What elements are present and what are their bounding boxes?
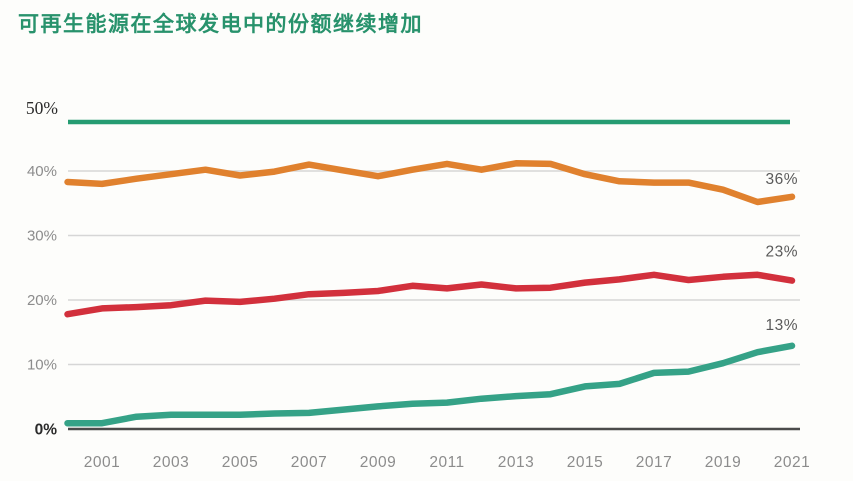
x-tick-2017: 2017 [636, 454, 672, 471]
x-tick-2021: 2021 [774, 454, 810, 471]
x-tick-2005: 2005 [222, 454, 258, 471]
x-tick-2019: 2019 [705, 454, 741, 471]
x-tick-2003: 2003 [153, 454, 189, 471]
x-tick-2011: 2011 [429, 454, 464, 471]
y-tick-20pct: 20% [27, 292, 57, 309]
y-tick-40pct: 40% [27, 163, 57, 180]
chart-title: 可再生能源在全球发电中的份额继续增加 [18, 13, 423, 36]
teal-line-end-label: 13% [765, 317, 798, 334]
teal-line [64, 342, 796, 427]
x-tick-2015: 2015 [567, 454, 603, 471]
y-tick-50pct: 50% [26, 98, 58, 118]
x-tick-2013: 2013 [498, 454, 534, 471]
y-tick-30pct: 30% [27, 228, 57, 245]
red-line [64, 271, 796, 318]
x-tick-2001: 2001 [84, 454, 120, 471]
x-tick-2009: 2009 [360, 454, 396, 471]
y-tick-0pct: 0% [35, 422, 58, 439]
orange-line [64, 160, 796, 206]
x-tick-2007: 2007 [291, 454, 327, 471]
red-line-end-label: 23% [765, 244, 798, 261]
orange-line-end-label: 36% [765, 171, 798, 188]
y-tick-10pct: 10% [27, 357, 57, 374]
